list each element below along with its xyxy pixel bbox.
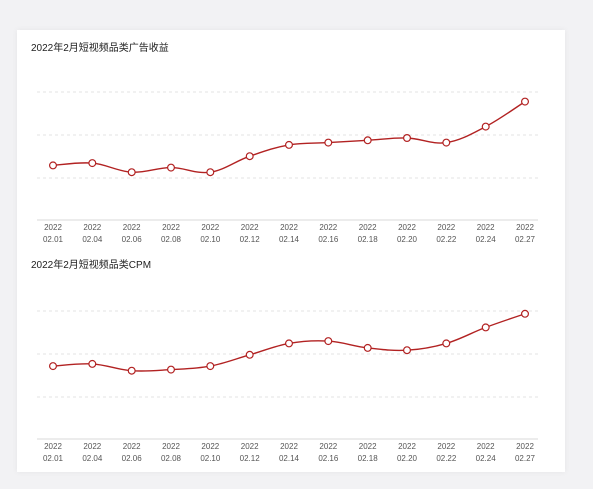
chart-1-point [285,140,294,149]
chart-1-tick-year: 2022 [516,223,534,232]
chart-1-tick-date: 02.27 [515,235,536,244]
chart-2-tick-year: 2022 [437,442,455,451]
chart-1-tick-date: 02.18 [358,235,379,244]
chart-2-tick-year: 2022 [241,442,259,451]
chart-1-tick-year: 2022 [319,223,337,232]
chart-1-tick-year: 2022 [437,223,455,232]
chart-2-tick-date: 02.12 [240,454,261,463]
chart-1-point [88,159,97,168]
chart-1-series-line [52,101,526,174]
chart-1-tick-year: 2022 [123,223,141,232]
chart-1-point [481,122,490,131]
chart-1-tick-date: 02.20 [397,235,418,244]
chart-2-tick-year: 2022 [477,442,495,451]
chart-2-point [206,362,215,371]
chart-2-point [167,365,176,374]
chart-1-point [206,168,215,177]
chart-1-point [127,168,136,177]
chart-2-tick-date: 02.06 [122,454,143,463]
chart-1-point [403,134,412,143]
chart-2-tick-date: 02.10 [200,454,221,463]
chart-1-tick-date: 02.12 [240,235,261,244]
chart-2-tick-year: 2022 [398,442,416,451]
chart-2-tick-date: 02.04 [82,454,103,463]
chart-1-tick-date: 02.08 [161,235,182,244]
chart-1-tick-date: 02.10 [200,235,221,244]
chart-1-tick-year: 2022 [44,223,62,232]
chart-1-tick-year: 2022 [280,223,298,232]
chart-1-tick-year: 2022 [359,223,377,232]
chart-2-tick-year: 2022 [319,442,337,451]
chart-1-tick-year: 2022 [201,223,219,232]
chart-2-point [48,362,57,371]
chart-2-tick-year: 2022 [83,442,101,451]
chart-2-point [403,346,412,355]
chart-2-tick-date: 02.20 [397,454,418,463]
chart-1-point [245,152,254,161]
chart-1-tick-year: 2022 [241,223,259,232]
chart-1-tick-date: 02.06 [122,235,143,244]
chart-2-tick-date: 02.27 [515,454,536,463]
chart-1-point [363,136,372,145]
chart-2-tick-date: 02.08 [161,454,182,463]
chart-1-tick-date: 02.01 [43,235,64,244]
chart-1-tick-date: 02.24 [476,235,497,244]
chart-1-tick-year: 2022 [83,223,101,232]
chart-1-point [442,138,451,147]
chart-2-tick-date: 02.16 [318,454,339,463]
chart-1-tick-year: 2022 [162,223,180,232]
chart-2-tick-date: 02.22 [436,454,457,463]
chart-2-point [442,339,451,348]
chart-2-point [88,359,97,368]
chart-2-tick-date: 02.14 [279,454,300,463]
charts-card: 2022年2月短视频品类广告收益 2022年2月短视频品类CPM [17,30,565,472]
chart-1-point [167,163,176,172]
chart-2-point [363,343,372,352]
chart-2-tick-date: 02.01 [43,454,64,463]
chart-2-tick-year: 2022 [162,442,180,451]
chart-2-point [285,339,294,348]
chart-2-point [127,366,136,375]
chart-2-tick-year: 2022 [359,442,377,451]
chart-2-tick-year: 2022 [280,442,298,451]
chart-1-tick-year: 2022 [477,223,495,232]
chart-1-tick-date: 02.04 [82,235,103,244]
chart-2-tick-date: 02.24 [476,454,497,463]
chart-1-point [324,138,333,147]
chart-2-tick-year: 2022 [123,442,141,451]
chart-2-tick-year: 2022 [201,442,219,451]
chart-2-tick-year: 2022 [516,442,534,451]
chart-2-tick-year: 2022 [44,442,62,451]
chart-2-tick-date: 02.18 [358,454,379,463]
chart-1-point [48,161,57,170]
chart-1-title: 2022年2月短视频品类广告收益 [31,43,169,54]
chart-1-tick-year: 2022 [398,223,416,232]
chart-1-tick-date: 02.16 [318,235,339,244]
chart-2-point [481,323,490,332]
chart-2-point [245,350,254,359]
chart-2-point [324,337,333,346]
chart-2-title: 2022年2月短视频品类CPM [31,260,152,271]
chart-1-tick-date: 02.14 [279,235,300,244]
chart-1-point [520,97,529,106]
chart-2-point [520,309,529,318]
chart-1-tick-date: 02.22 [436,235,457,244]
